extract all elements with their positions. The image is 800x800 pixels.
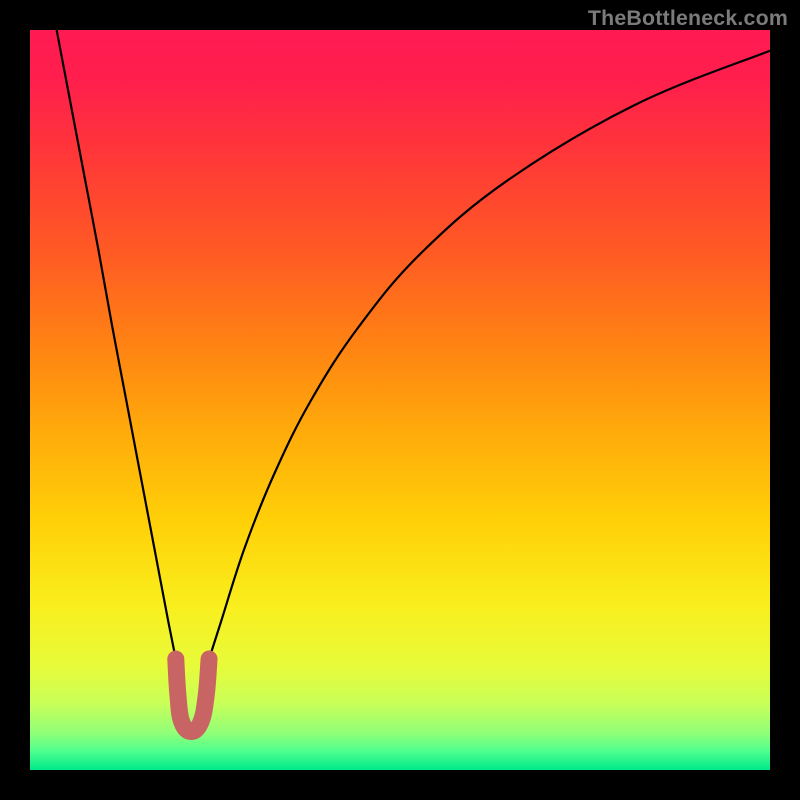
plot-area [30,30,770,770]
curve-left-arm [57,30,176,659]
outer-frame: TheBottleneck.com [0,0,800,800]
attribution-text: TheBottleneck.com [588,6,788,31]
curve-trough [176,659,209,732]
curve-right-arm [209,51,770,659]
curve-layer [30,30,770,770]
